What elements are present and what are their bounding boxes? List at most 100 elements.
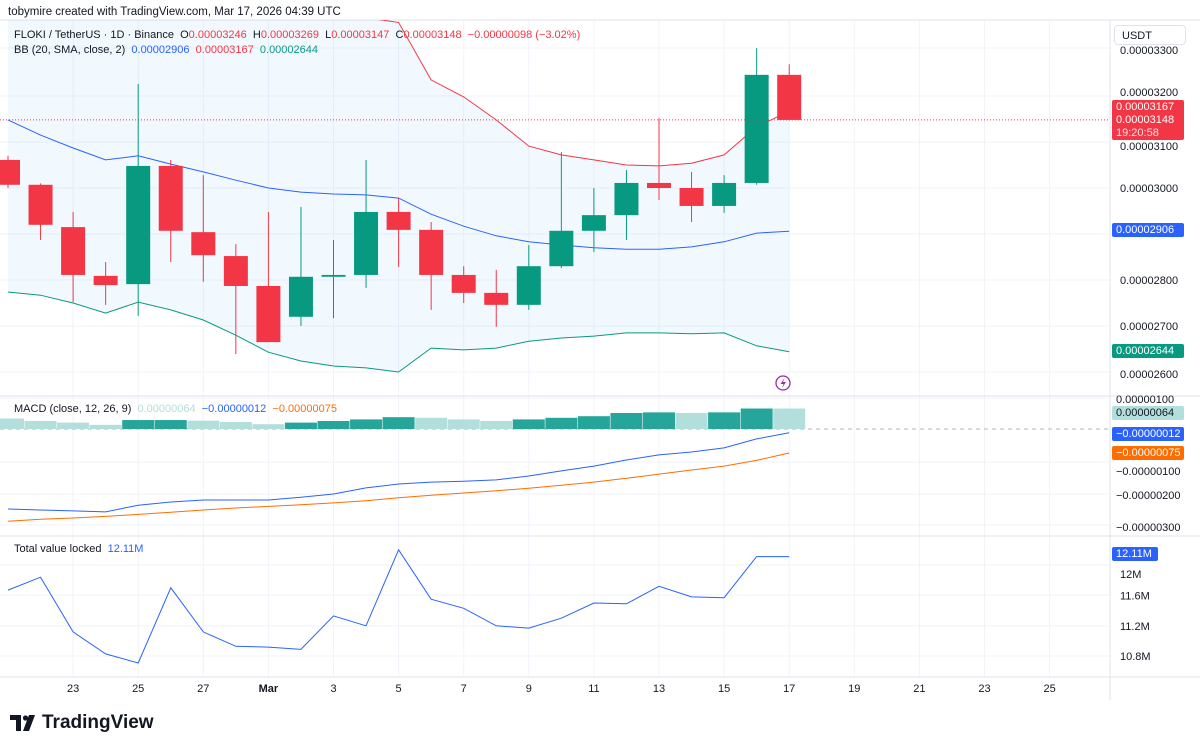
macd-axis-label: −0.00000200 xyxy=(1116,490,1181,502)
tvl-axis-label: 11.2M xyxy=(1120,621,1150,633)
time-axis-label: 25 xyxy=(1043,683,1055,695)
macd-signal-tag: −0.00000075 xyxy=(1112,446,1184,460)
candle xyxy=(354,159,379,288)
macd-signal-line xyxy=(7,452,790,522)
macd-histogram-bar xyxy=(577,416,610,429)
bb-lower-tag: 0.00002644 xyxy=(1112,344,1184,358)
time-axis-label: 3 xyxy=(330,683,336,695)
candle xyxy=(386,198,411,268)
candle xyxy=(451,266,476,303)
bb-basis-tag: 0.00002906 xyxy=(1112,223,1184,237)
bb-upper-tag: 0.00003167 xyxy=(1116,101,1175,113)
tvl-axis-label: 11.6M xyxy=(1120,590,1150,602)
candle xyxy=(191,175,216,282)
price-axis-label: 0.00002800 xyxy=(1120,275,1178,287)
candle xyxy=(614,170,639,240)
candle-body xyxy=(581,215,606,231)
macd-histogram-bar xyxy=(24,421,57,429)
macd-histogram-bar xyxy=(0,418,24,429)
macd-histogram-bar xyxy=(675,413,708,429)
macd-legend[interactable]: MACD (close, 12, 26, 9) 0.00000064 −0.00… xyxy=(14,403,337,415)
tvl-axis-label: 12M xyxy=(1120,569,1141,581)
macd-histogram-bar xyxy=(545,417,578,429)
macd-hist-tag: 0.00000064 xyxy=(1112,406,1184,420)
close-label: C xyxy=(395,29,404,41)
bb-legend[interactable]: BB (20, SMA, close, 2) 0.00002906 0.0000… xyxy=(14,44,318,56)
change-value: −0.00000098 (−3.02%) xyxy=(467,29,581,41)
bb-fill xyxy=(8,20,790,372)
candle-body xyxy=(0,159,20,185)
macd-histogram-bar xyxy=(252,424,285,429)
candle xyxy=(777,64,802,121)
symbol-name[interactable]: FLOKI / TetherUS · 1D · Binance xyxy=(14,29,174,41)
candle xyxy=(158,159,183,263)
candle-body xyxy=(321,274,346,277)
low-value: 0.00003147 xyxy=(331,29,390,41)
macd-histogram-bar xyxy=(740,408,773,429)
candle-body xyxy=(158,165,183,231)
macd-histogram-bar xyxy=(317,421,350,429)
macd-hist-value: 0.00000064 xyxy=(137,403,196,415)
time-axis-label: 21 xyxy=(913,683,925,695)
macd-axis-label: −0.00000100 xyxy=(1116,466,1181,478)
candle-body xyxy=(679,188,704,206)
tradingview-logo[interactable]: TradingView xyxy=(10,712,154,734)
candle-body xyxy=(191,232,216,256)
high-value: 0.00003269 xyxy=(260,29,319,41)
time-axis-label: 23 xyxy=(67,683,79,695)
macd-histogram-bar xyxy=(512,419,545,429)
time-axis-label: 9 xyxy=(526,683,532,695)
candle xyxy=(126,84,151,316)
candle-body xyxy=(126,165,151,285)
low-label: L xyxy=(325,29,332,41)
macd-axis-label: −0.00000300 xyxy=(1116,522,1181,534)
open-value: 0.00003246 xyxy=(188,29,247,41)
macd-label: MACD (close, 12, 26, 9) xyxy=(14,403,132,415)
candle-body xyxy=(61,227,86,275)
candle-body xyxy=(516,266,541,305)
currency-selector[interactable]: USDT xyxy=(1114,25,1186,45)
candle-body xyxy=(288,276,313,317)
candle xyxy=(581,188,606,252)
tradingview-logo-icon xyxy=(10,715,35,731)
macd-histogram-bar xyxy=(350,419,383,429)
candle xyxy=(223,244,248,355)
time-axis-label: 19 xyxy=(848,683,860,695)
candle-body xyxy=(28,184,53,225)
bb-lower-value: 0.00002644 xyxy=(259,44,319,56)
candle-body xyxy=(744,74,769,183)
candle xyxy=(93,262,118,305)
time-axis-label: 27 xyxy=(197,683,209,695)
macd-histogram-bar xyxy=(89,424,122,429)
candle xyxy=(549,152,574,269)
candle xyxy=(28,183,53,240)
candle xyxy=(516,245,541,310)
bb-label: BB (20, SMA, close, 2) xyxy=(14,44,126,56)
macd-axis-label: 0.00000100 xyxy=(1116,394,1174,406)
candle-body xyxy=(484,292,509,305)
time-axis-label: 15 xyxy=(718,683,730,695)
macd-histogram-bar xyxy=(154,420,187,429)
candle xyxy=(744,48,769,185)
grid xyxy=(0,20,1110,676)
candle-body xyxy=(419,229,444,275)
close-tag: 0.00003148 xyxy=(1116,114,1175,126)
symbol-legend: FLOKI / TetherUS · 1D · Binance O0.00003… xyxy=(14,29,580,41)
tvl-legend[interactable]: Total value locked 12.11M xyxy=(14,543,143,555)
candle-body xyxy=(223,256,248,286)
price-axis-label: 0.00003200 xyxy=(1120,87,1178,99)
time-axis-label: 25 xyxy=(132,683,144,695)
close-value: 0.00003148 xyxy=(403,29,462,41)
candle-body xyxy=(647,182,671,188)
tvl-line xyxy=(7,548,790,664)
candle-body xyxy=(777,74,802,120)
macd-histogram-bar xyxy=(382,417,415,429)
macd-histogram-bar xyxy=(122,420,155,429)
macd-histogram-bar xyxy=(415,417,448,429)
price-axis-label: 0.00003300 xyxy=(1120,45,1178,57)
candle xyxy=(321,239,346,319)
candle xyxy=(647,118,671,200)
macd-histogram-bar xyxy=(447,419,480,429)
macd-histogram-bar xyxy=(480,421,513,429)
